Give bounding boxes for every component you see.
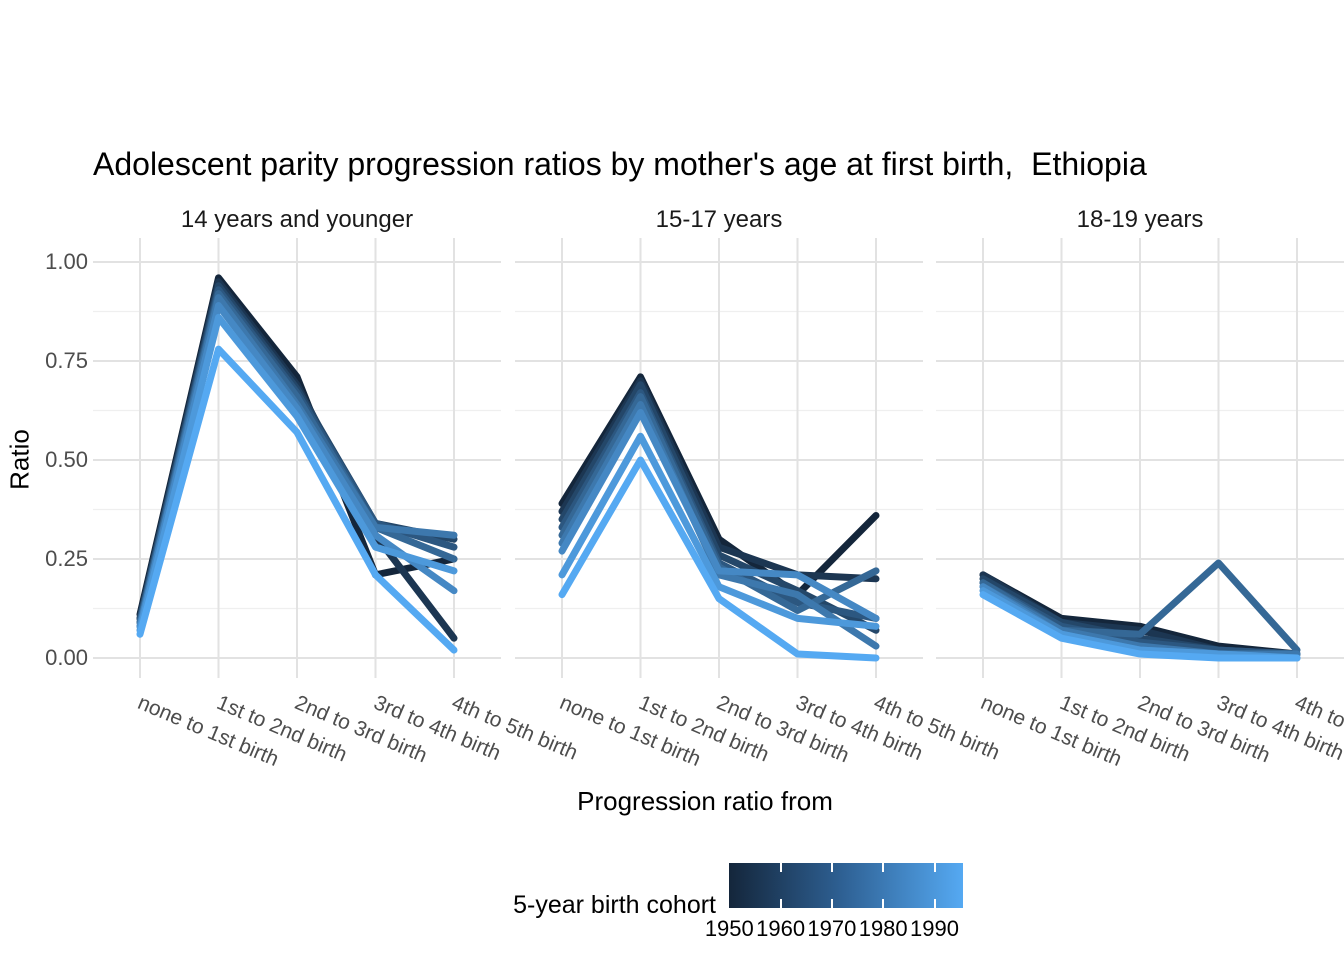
colorbar-tick: [882, 899, 885, 908]
legend-year-label: 1970: [807, 916, 857, 941]
colorbar-tick: [830, 863, 833, 872]
y-tick-label: 0.25: [45, 546, 88, 571]
y-tick-label: 1.00: [45, 249, 88, 274]
colorbar-tick: [882, 863, 885, 872]
colorbar-tick: [779, 863, 782, 872]
legend-year-label: 1990: [910, 916, 959, 941]
facet-strip-label-15-17: 15-17 years: [655, 206, 783, 233]
series-line-cohort-1990: [558, 456, 880, 662]
y-tick-label: 0.50: [45, 447, 88, 472]
colorbar-tick: [830, 899, 833, 908]
series-line-cohort-1980: [558, 408, 880, 622]
facet-strip-label-14-and-younger: 14 years and younger: [180, 206, 414, 233]
series-line-cohort-1990: [136, 345, 458, 654]
legend-year-label: 1960: [756, 916, 806, 941]
legend-year-label: 1950: [704, 916, 754, 941]
legend-title: 5-year birth cohort: [513, 891, 716, 919]
series-line-cohort-1985: [136, 313, 458, 634]
series-line-cohort-1990: [979, 591, 1301, 662]
legend-year-label: 1980: [858, 916, 908, 941]
legend-colorbar: [729, 863, 963, 908]
chart-title: Adolescent parity progression ratios by …: [93, 146, 1147, 182]
facet-strip-label-18-19: 18-19 years: [1076, 206, 1204, 233]
series-line-cohort-1985: [558, 432, 880, 630]
colorbar-tick: [933, 863, 936, 872]
y-tick-label: 0.75: [45, 348, 88, 373]
colorbar-tick: [779, 899, 782, 908]
x-axis-title: Progression ratio from: [577, 786, 833, 816]
y-tick-label: 0.00: [45, 645, 88, 670]
series-line-cohort-1975: [558, 401, 880, 650]
colorbar-tick: [933, 899, 936, 908]
